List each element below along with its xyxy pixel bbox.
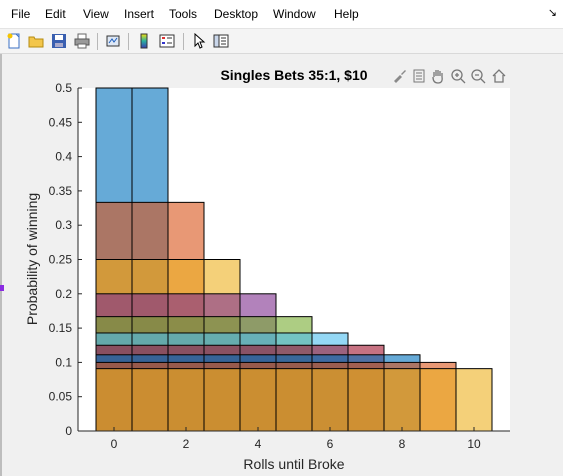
y-tick-label: 0.2 [55, 287, 72, 301]
y-tick-label: 0.3 [55, 218, 72, 232]
x-tick-label: 8 [399, 437, 406, 451]
y-tick-label: 0.25 [49, 253, 73, 267]
save-icon[interactable] [50, 32, 68, 50]
bar-series10-x9 [419, 368, 457, 432]
toolbar-separator [128, 33, 129, 50]
bar-series10-x4 [239, 368, 277, 432]
data-tips-icon[interactable] [409, 66, 429, 86]
zoom-out-icon[interactable] [468, 66, 488, 86]
toolbar-separator [183, 33, 184, 50]
menu-view[interactable]: View [83, 7, 109, 21]
bar-series10-x1 [131, 368, 169, 432]
menu-insert[interactable]: Insert [124, 7, 155, 21]
insert-legend-icon[interactable] [158, 32, 176, 50]
menu-tools[interactable]: Tools [169, 7, 198, 21]
y-axis-label: Probability of winning [24, 193, 40, 325]
y-tick-label: 0.05 [49, 390, 73, 404]
insert-colorbar-icon[interactable] [135, 32, 153, 50]
edge-marker [0, 285, 4, 291]
new-figure-icon[interactable] [5, 32, 23, 50]
property-inspector-icon[interactable] [212, 32, 230, 50]
brush-icon[interactable] [390, 66, 410, 86]
x-tick-label: 0 [111, 437, 118, 451]
bar-series10-x8 [383, 368, 421, 432]
bars-group [95, 87, 493, 432]
y-ticks-group: 0 0.05 0.1 0.15 0.2 0.25 0.3 0.35 0.4 0.45 0.5 [49, 81, 82, 438]
pointer-icon[interactable] [190, 32, 208, 50]
y-tick-label: 0.4 [55, 150, 72, 164]
figure-toolbar [0, 28, 563, 54]
x-tick-label: 2 [183, 437, 190, 451]
bar-series10-x3 [203, 368, 241, 432]
bar-series10-x6 [311, 368, 349, 432]
x-tick-label: 4 [255, 437, 262, 451]
bar-series10-x7 [347, 368, 385, 432]
home-icon[interactable] [489, 66, 509, 86]
toolbar-separator [97, 33, 98, 50]
dock-arrow-icon[interactable]: ↘ [547, 7, 557, 19]
axes-toolbar [390, 66, 510, 86]
menu-file[interactable]: File [11, 7, 31, 21]
y-tick-label: 0 [65, 424, 72, 438]
x-axis-label: Rolls until Broke [243, 456, 344, 472]
x-tick-label: 10 [467, 437, 481, 451]
pan-icon[interactable] [428, 66, 448, 86]
y-tick-label: 0.45 [49, 115, 73, 129]
menu-help[interactable]: Help [334, 7, 359, 21]
x-tick-label: 6 [327, 437, 334, 451]
open-file-icon[interactable] [27, 32, 45, 50]
bar-series10-x5 [275, 368, 313, 432]
bar-series10-x2 [167, 368, 205, 432]
y-tick-label: 0.5 [55, 81, 72, 95]
y-tick-label: 0.35 [49, 184, 73, 198]
chart-title: Singles Bets 35:1, $10 [220, 67, 367, 83]
link-plot-icon[interactable] [104, 32, 122, 50]
bar-series10-x10 [455, 368, 493, 432]
bar-series10-x0 [95, 368, 133, 432]
x-ticks-group: 0 2 4 6 8 10 [111, 427, 481, 451]
menu-bar: File Edit View Insert Tools Desktop Wind… [0, 0, 563, 28]
menu-desktop[interactable]: Desktop [214, 7, 259, 21]
zoom-in-icon[interactable] [448, 66, 468, 86]
window-edge [0, 54, 2, 476]
menu-window[interactable]: Window [273, 7, 316, 21]
menu-edit[interactable]: Edit [45, 7, 66, 21]
y-tick-label: 0.1 [55, 355, 72, 369]
print-icon[interactable] [73, 32, 91, 50]
y-tick-label: 0.15 [49, 321, 73, 335]
